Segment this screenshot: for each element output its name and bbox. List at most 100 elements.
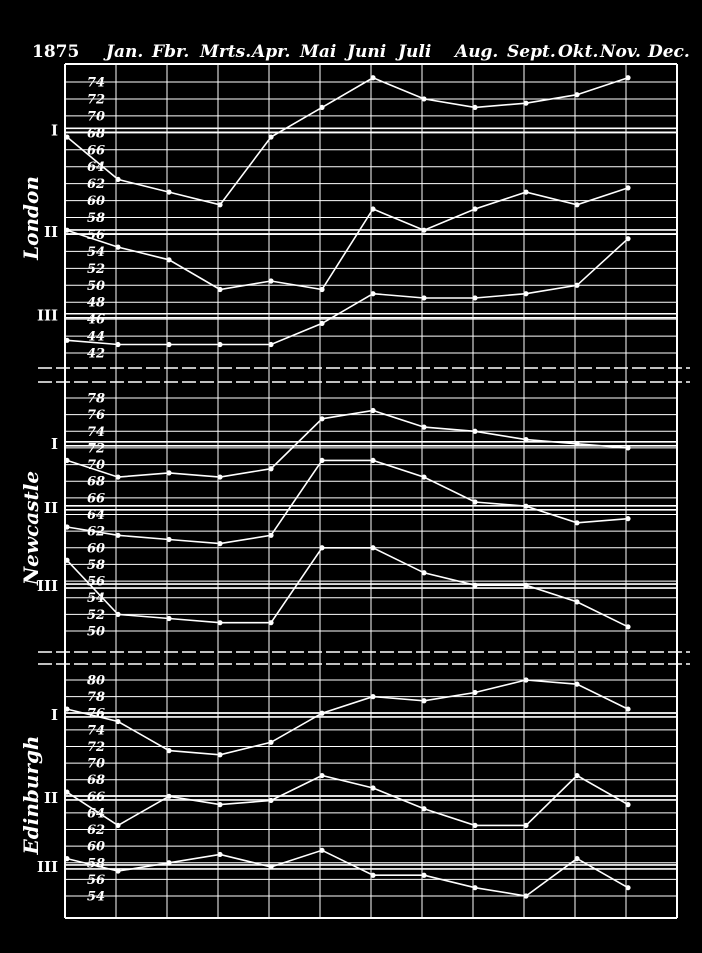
data-point <box>166 536 172 543</box>
data-point <box>523 503 529 509</box>
month-label: Juli <box>395 42 431 62</box>
data-point <box>319 104 325 111</box>
data-point <box>574 92 580 98</box>
data-point <box>370 785 376 791</box>
month-label: Mrts. <box>199 42 251 62</box>
series-line <box>66 849 629 897</box>
data-point <box>319 545 325 551</box>
data-point <box>115 244 121 250</box>
data-point <box>319 847 325 853</box>
data-point <box>319 320 325 326</box>
panel-newcastle: 787674727068666462605856545250IIIIIINewc… <box>19 392 677 640</box>
month-label: Juni <box>344 42 386 62</box>
tick-label: 64 <box>87 160 105 175</box>
tick-label: 64 <box>87 806 105 821</box>
level-label: III <box>37 577 58 595</box>
data-point <box>625 236 631 242</box>
data-point <box>319 457 325 464</box>
data-point <box>64 134 70 140</box>
data-point <box>421 424 427 430</box>
data-point <box>166 615 172 622</box>
tick-label: 66 <box>87 143 105 158</box>
data-point <box>115 341 121 348</box>
series-line <box>66 546 629 628</box>
data-point <box>421 227 427 233</box>
data-point <box>217 202 223 208</box>
data-point <box>115 532 121 538</box>
data-point <box>268 341 274 348</box>
data-point <box>166 341 172 348</box>
panel-london: 7472706866646260585654525048464442IIIIII… <box>19 75 677 362</box>
data-point <box>268 466 274 472</box>
data-point <box>115 474 121 480</box>
data-point <box>370 457 376 464</box>
month-label: Sept. <box>507 42 556 62</box>
tick-label: 76 <box>87 408 105 423</box>
tick-label: 56 <box>87 873 105 888</box>
data-point <box>421 806 427 812</box>
data-point <box>421 570 427 576</box>
data-point <box>166 189 172 195</box>
series-line <box>66 187 629 291</box>
data-point <box>523 822 529 828</box>
tick-label: 66 <box>87 491 105 506</box>
series-line <box>66 679 629 756</box>
data-point <box>625 802 631 808</box>
data-point <box>421 96 427 102</box>
series-line <box>66 238 629 346</box>
data-point <box>268 620 274 626</box>
data-point <box>370 407 376 414</box>
data-point <box>523 437 529 443</box>
tick-label: 60 <box>87 541 105 556</box>
data-point <box>217 752 223 758</box>
data-point <box>370 545 376 551</box>
data-point <box>64 524 70 530</box>
data-point <box>64 557 70 563</box>
data-point <box>625 445 631 451</box>
tick-label: 68 <box>87 126 105 141</box>
tick-label: 44 <box>87 330 105 345</box>
tick-label: 54 <box>87 245 105 260</box>
series-line <box>66 774 629 827</box>
panel-edinburgh: 8078767472706866646260585654IIIIIIEdinbu… <box>19 674 677 905</box>
tick-label: 64 <box>87 508 105 523</box>
level-label: II <box>44 499 58 517</box>
month-label: Okt. <box>558 42 598 62</box>
tick-label: 62 <box>87 177 105 192</box>
tick-label: 54 <box>87 890 105 905</box>
data-point <box>625 885 631 891</box>
data-point <box>523 677 529 683</box>
tick-label: 50 <box>87 625 105 640</box>
data-point <box>370 291 376 297</box>
data-point <box>64 789 70 795</box>
level-label: I <box>51 706 58 724</box>
tick-label: 62 <box>87 823 105 838</box>
data-point <box>370 206 376 212</box>
city-label: London <box>19 176 43 261</box>
data-point <box>625 185 631 191</box>
data-point <box>523 291 529 297</box>
data-point <box>472 104 478 111</box>
tick-label: 60 <box>87 194 105 209</box>
month-label: Mai <box>299 42 336 62</box>
tick-label: 68 <box>87 773 105 788</box>
data-point <box>574 282 580 288</box>
data-point <box>472 822 478 828</box>
data-point <box>166 860 172 866</box>
data-point <box>472 582 478 588</box>
tick-label: 52 <box>87 262 105 277</box>
tick-label: 74 <box>87 76 105 91</box>
data-point <box>217 474 223 480</box>
data-point <box>268 797 274 804</box>
data-point <box>166 793 172 799</box>
data-point <box>472 689 478 696</box>
tick-label: 72 <box>87 441 105 456</box>
data-point <box>268 134 274 140</box>
series-line <box>66 76 629 206</box>
data-point <box>115 868 121 874</box>
data-point <box>268 532 274 538</box>
tick-label: 74 <box>87 723 105 738</box>
tick-label: 42 <box>87 347 105 362</box>
tick-label: 56 <box>87 228 105 243</box>
tick-label: 78 <box>87 690 105 705</box>
